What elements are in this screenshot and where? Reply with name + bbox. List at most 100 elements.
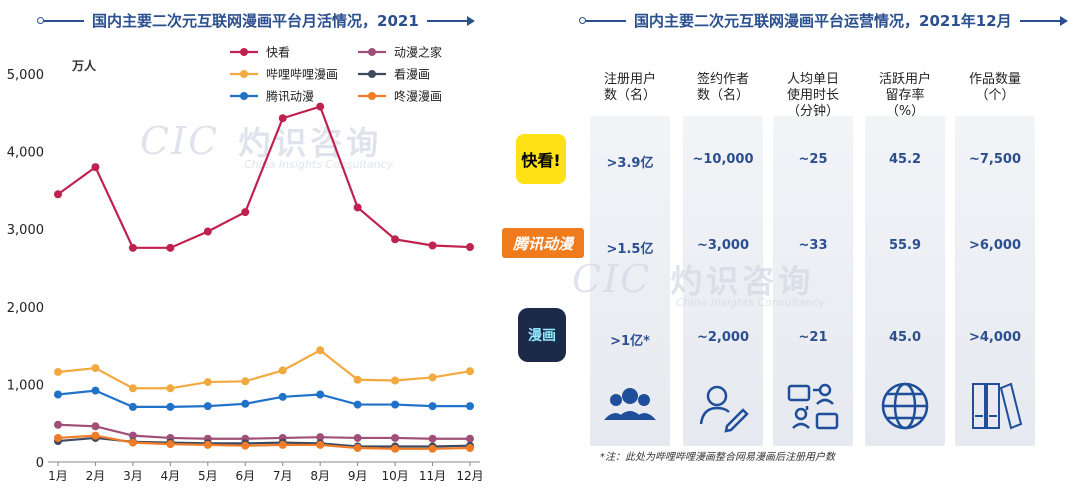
data-point: [278, 440, 287, 449]
data-point: [353, 203, 362, 212]
data-point: [466, 444, 474, 453]
y-tick-label: 3,000: [7, 223, 44, 238]
data-point: [391, 376, 400, 385]
data-point: [203, 227, 212, 236]
legend-swatch-dot: [240, 92, 248, 100]
users-group-icon: [600, 376, 660, 436]
footnote: *注：此处为哔哩哔哩漫画整合网易漫画后注册用户数: [600, 452, 835, 463]
data-point: [353, 444, 362, 453]
data-point: [466, 434, 474, 443]
table-cell: 55.9: [888, 238, 922, 253]
data-point: [91, 431, 100, 440]
legend-label: 腾讯动漫: [266, 89, 314, 104]
x-tick-label: 11月: [419, 469, 446, 483]
user-pen-icon: [693, 376, 753, 436]
data-point: [166, 402, 175, 411]
data-point: [316, 433, 325, 442]
data-point: [316, 346, 325, 355]
data-point: [466, 243, 474, 252]
data-point: [428, 373, 437, 382]
column-background: [865, 116, 945, 446]
series-line-快看: [57, 105, 471, 249]
right-table-title: 国内主要二次元互联网漫画平台运营情况，2021年12月: [579, 10, 1068, 31]
data-point: [54, 420, 62, 429]
left-chart-title: 国内主要二次元互联网漫画平台月活情况，2021: [37, 10, 475, 31]
data-point: [391, 433, 400, 442]
data-point: [91, 422, 100, 431]
globe-icon: [875, 376, 935, 436]
left-title-text: 国内主要二次元互联网漫画平台月活情况，2021: [92, 12, 419, 30]
data-point: [241, 441, 250, 450]
table-cell: >1亿*: [610, 334, 650, 349]
x-tick-label: 1月: [48, 469, 68, 483]
data-point: [316, 102, 325, 111]
data-point: [54, 390, 62, 399]
data-point: [428, 434, 437, 443]
data-point: [128, 402, 137, 411]
column-header: 注册用户 数（名）: [603, 72, 656, 103]
title-right-decoration: [426, 15, 475, 26]
data-point: [91, 163, 100, 172]
y-axis-label: 万人: [71, 58, 97, 73]
data-point: [91, 386, 100, 395]
legend-label: 动漫之家: [394, 45, 442, 60]
title-right-decoration: [1019, 15, 1068, 26]
table-cell: >1.5亿: [606, 242, 654, 257]
chart-axes: 0 1,000 2,000 3,000 4,000 5,000 1月 2月 3月 4月 5月 6月 7月…: [7, 68, 484, 483]
column-background: [955, 116, 1035, 446]
data-point: [128, 438, 137, 447]
data-point: [391, 444, 400, 453]
legend-label: 咚漫漫画: [394, 89, 442, 104]
data-point: [54, 190, 62, 199]
column-header: 签约作者 数（名）: [696, 72, 749, 103]
table-cell: ~10,000: [692, 152, 754, 167]
title-left-decoration: [579, 16, 626, 24]
data-point: [353, 400, 362, 409]
legend-swatch-dot: [240, 48, 248, 56]
legend-label: 哔哩哔哩漫画: [266, 68, 338, 82]
data-point: [128, 431, 137, 440]
table-cell: >6,000: [968, 238, 1021, 253]
data-point: [353, 375, 362, 384]
data-point: [91, 364, 100, 373]
data-point: [203, 440, 212, 449]
legend-label: 快看: [266, 46, 290, 60]
x-tick-label: 9月: [348, 469, 368, 483]
data-point: [203, 378, 212, 387]
y-tick-label: 1,000: [7, 378, 44, 393]
table-cell: ~25: [798, 152, 828, 167]
data-point: [466, 402, 474, 411]
x-tick-label: 7月: [273, 469, 293, 483]
data-point: [166, 440, 175, 449]
binders-icon: [965, 376, 1025, 436]
legend-swatch-dot: [368, 70, 376, 78]
chart-series-lines: [54, 102, 474, 453]
column-header: 活跃用户 留存率 （%）: [878, 72, 931, 119]
column-header: 人均单日 使用时长 （分钟）: [786, 72, 839, 119]
right-title-text: 国内主要二次元互联网漫画平台运营情况，2021年12月: [634, 12, 1012, 30]
data-point: [466, 367, 474, 376]
data-point: [278, 114, 287, 123]
mau-line-chart: 0 1,000 2,000 3,000 4,000 5,000 1月 2月 3月 4月 5月 6月 7月…: [7, 45, 484, 484]
y-tick-label: 4,000: [7, 146, 44, 161]
legend-swatch-dot: [368, 92, 376, 100]
platform-logo-哔哩哔哩漫画: 漫画: [518, 308, 566, 362]
y-tick-label: 0: [36, 456, 44, 471]
operations-table: 注册用户 数（名） 签约作者 数（名） 人均单日 使用时长 （分钟） 活跃用户 留存率 （%） 作品…: [500, 62, 1080, 457]
x-tick-label: 8月: [310, 469, 330, 483]
data-point: [353, 433, 362, 442]
x-tick-label: 2月: [86, 469, 106, 483]
table-cell: ~7,500: [968, 152, 1021, 167]
data-point: [278, 392, 287, 401]
data-point: [203, 402, 212, 411]
series-line-腾讯动漫: [57, 389, 470, 409]
x-tick-label: 10月: [381, 469, 408, 483]
table-cell: ~33: [798, 238, 828, 253]
data-point: [166, 243, 175, 252]
table-cell: 45.0: [888, 330, 922, 345]
y-tick-label: 5,000: [7, 68, 44, 83]
data-point: [128, 243, 137, 252]
table-cell: >4,000: [968, 330, 1021, 345]
data-point: [241, 399, 250, 408]
